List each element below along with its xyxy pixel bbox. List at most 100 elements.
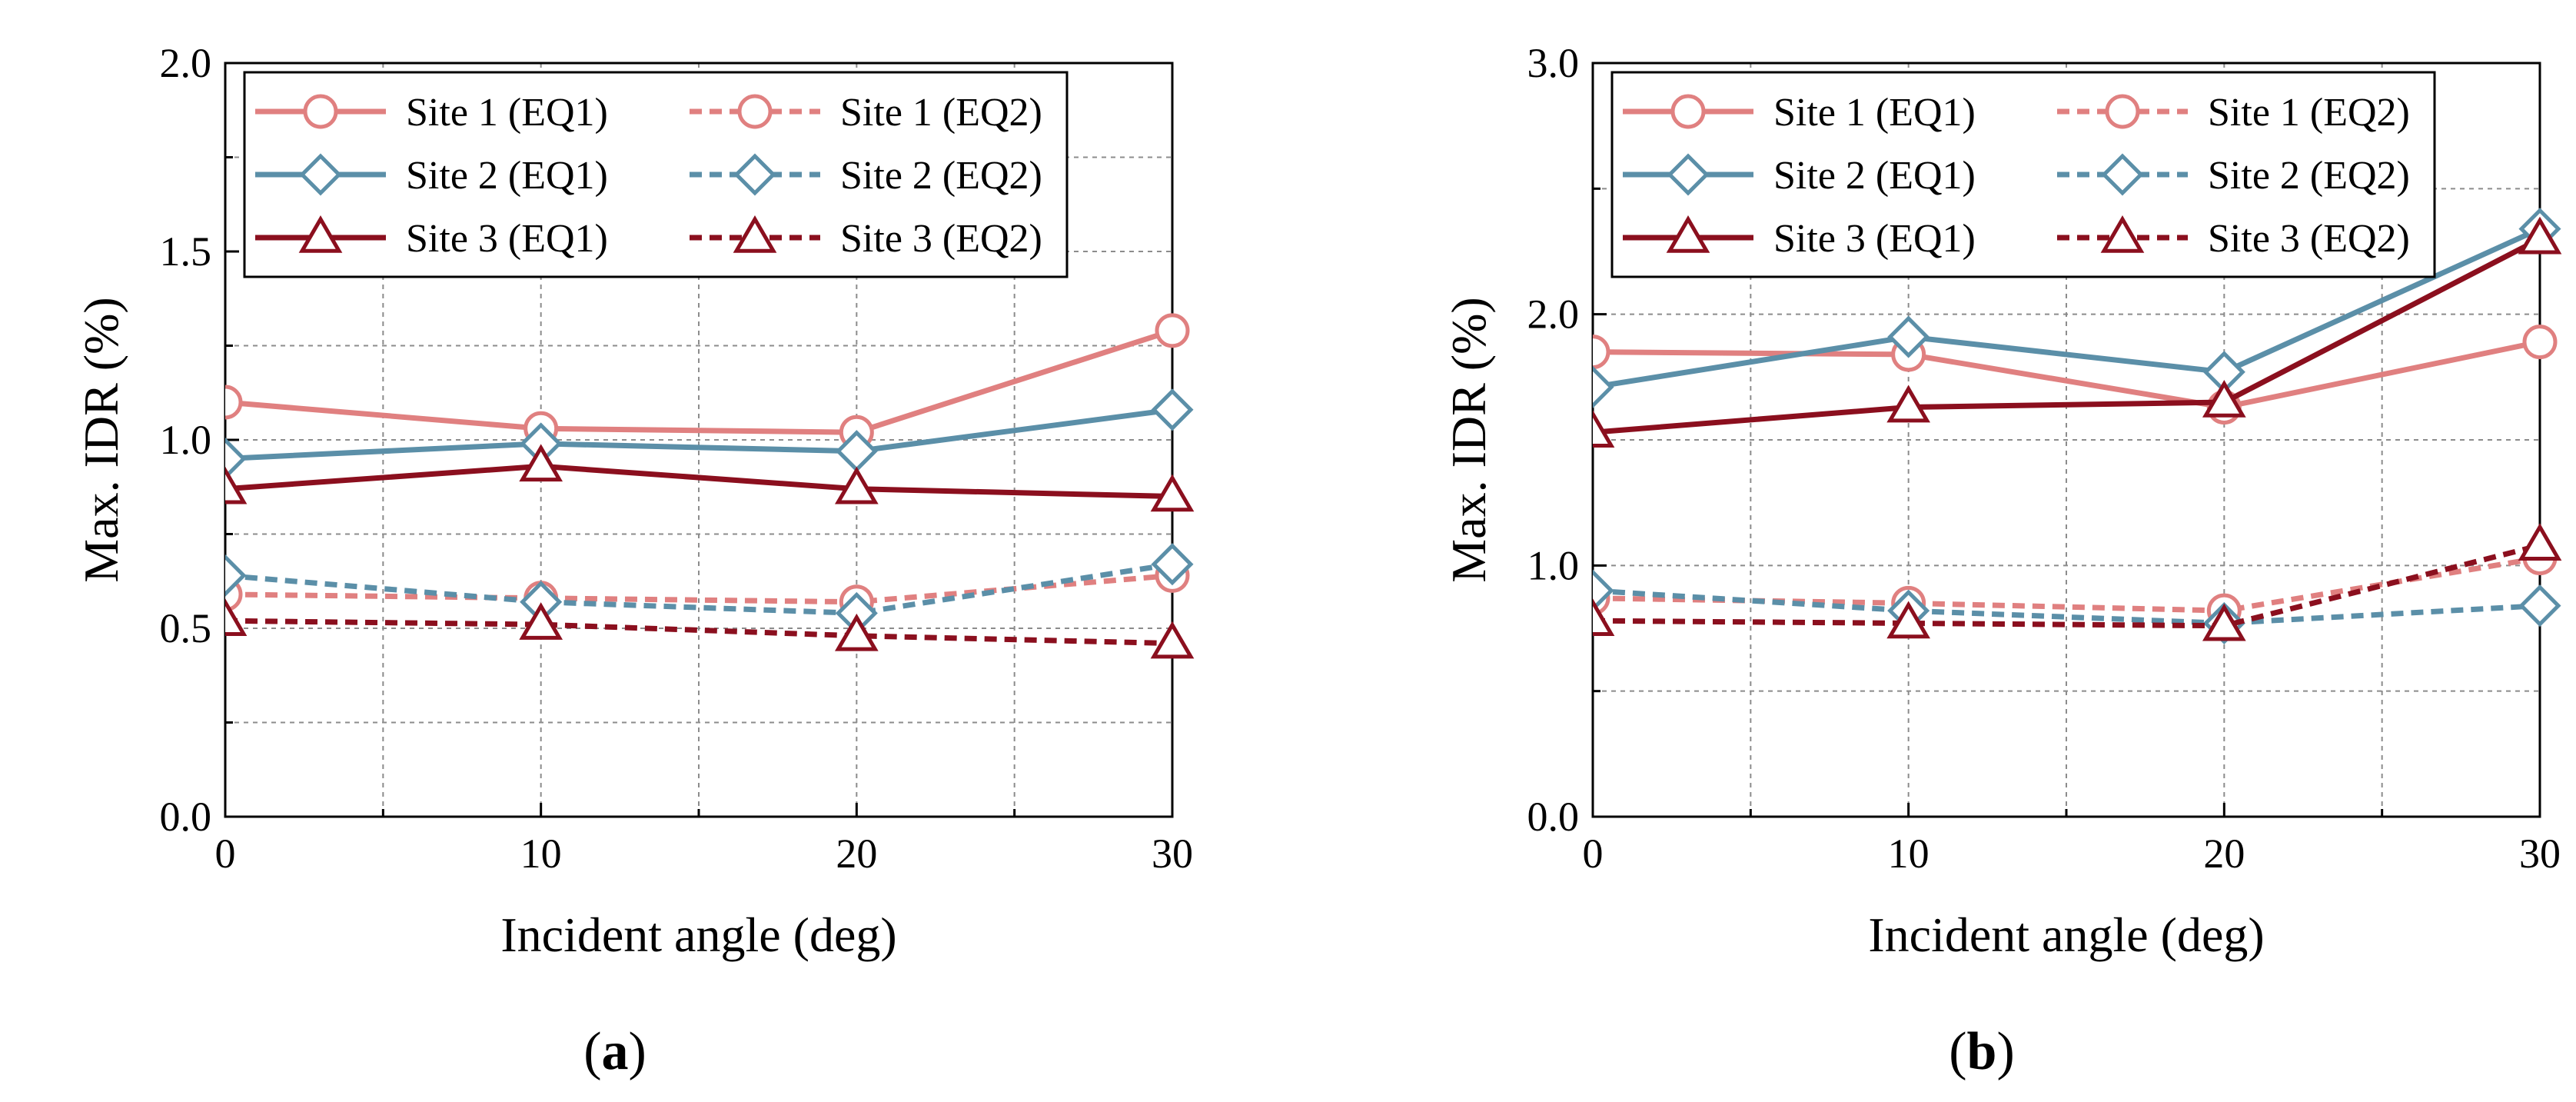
legend: Site 1 (EQ1) Site 1 (EQ2) Site 2 (EQ1) Site… bbox=[243, 71, 1069, 278]
legend-marker bbox=[737, 94, 773, 129]
x-tick-label: 0 bbox=[1583, 831, 1604, 877]
series-line bbox=[1593, 588, 2541, 626]
y-tick-label: 3.0 bbox=[1527, 40, 1580, 86]
legend-marker bbox=[1666, 215, 1710, 253]
y-tick-label: 2.0 bbox=[160, 40, 212, 86]
data-point bbox=[1593, 335, 1610, 370]
data-point bbox=[2202, 603, 2246, 641]
series-line bbox=[1593, 226, 2541, 390]
data-point bbox=[225, 385, 243, 420]
y-tick-label: 1.0 bbox=[1527, 542, 1580, 588]
chart-panel-a: 0 10 20 30 0.0 0.5 1.0 1.5 2.0 Incident angle (de… bbox=[74, 40, 1195, 1081]
data-point bbox=[1593, 365, 1614, 408]
legend-item: Site 1 (EQ2) bbox=[2057, 91, 2410, 135]
series-line bbox=[225, 463, 1173, 499]
series-line bbox=[225, 618, 1173, 647]
data-point bbox=[1150, 474, 1195, 512]
legend-item: Site 2 (EQ1) bbox=[255, 153, 608, 198]
data-point bbox=[2518, 523, 2562, 561]
x-tick-label: 20 bbox=[2203, 831, 2245, 877]
legend-label: Site 2 (EQ2) bbox=[2208, 154, 2410, 198]
data-point bbox=[2518, 216, 2562, 255]
legend-label: Site 1 (EQ2) bbox=[2208, 91, 2410, 135]
data-point bbox=[519, 602, 563, 640]
series-site3-eq1 bbox=[1593, 216, 2562, 448]
x-axis-title: Incident angle (deg) bbox=[500, 907, 896, 962]
series-site1-eq1 bbox=[225, 313, 1190, 450]
series-line bbox=[225, 407, 1173, 461]
legend-item: Site 2 (EQ2) bbox=[690, 153, 1042, 198]
data-point bbox=[1593, 598, 1615, 636]
data-point bbox=[1151, 388, 1194, 431]
series-site3-eq2 bbox=[1593, 523, 2562, 641]
series-site2-eq1 bbox=[225, 388, 1194, 481]
legend-label: Site 1 (EQ1) bbox=[406, 91, 608, 135]
data-point bbox=[1886, 601, 1931, 639]
legend-marker bbox=[299, 153, 342, 196]
series-group bbox=[225, 313, 1195, 659]
series-site3-eq2 bbox=[225, 598, 1195, 659]
y-tick-label: 1.0 bbox=[160, 417, 212, 463]
series-line bbox=[1593, 339, 2541, 411]
legend-label: Site 2 (EQ2) bbox=[840, 154, 1042, 198]
x-tick-label: 30 bbox=[2519, 831, 2561, 877]
legend-item: Site 3 (EQ2) bbox=[2057, 215, 2410, 261]
data-point bbox=[2522, 325, 2558, 360]
data-point bbox=[834, 613, 879, 651]
legend-label: Site 3 (EQ1) bbox=[1773, 217, 1976, 261]
y-tick-label: 0.5 bbox=[160, 605, 212, 651]
series-group bbox=[1593, 208, 2562, 645]
y-tick-label: 0.0 bbox=[1527, 794, 1580, 840]
legend-marker bbox=[298, 215, 343, 253]
legend-item: Site 2 (EQ1) bbox=[1623, 153, 1976, 198]
y-tick-label: 0.0 bbox=[160, 794, 212, 840]
legend-item: Site 3 (EQ1) bbox=[1623, 215, 1976, 261]
data-point bbox=[1155, 313, 1190, 348]
legend-label: Site 1 (EQ2) bbox=[840, 91, 1042, 135]
series-line bbox=[1593, 236, 2541, 435]
legend-item: Site 1 (EQ1) bbox=[255, 91, 608, 135]
x-tick-label: 10 bbox=[1888, 831, 1930, 877]
legend-marker bbox=[733, 215, 777, 253]
legend-item: Site 3 (EQ1) bbox=[255, 215, 608, 261]
legend-marker bbox=[2101, 153, 2144, 196]
data-point bbox=[1593, 410, 1615, 448]
x-tick-label: 30 bbox=[1152, 831, 1193, 877]
data-point bbox=[225, 466, 248, 504]
series-site2-eq1 bbox=[1593, 208, 2561, 408]
legend-marker bbox=[2105, 94, 2140, 129]
y-axis-title: Max. IDR (%) bbox=[1441, 297, 1496, 582]
y-axis-title: Max. IDR (%) bbox=[74, 297, 128, 582]
panel-label: (a) bbox=[583, 1022, 646, 1081]
data-point bbox=[225, 598, 248, 636]
series-site2-eq2 bbox=[225, 543, 1194, 634]
y-tick-label: 1.5 bbox=[160, 228, 212, 275]
legend-marker bbox=[733, 153, 776, 196]
series-line bbox=[1593, 555, 2541, 614]
data-point bbox=[2202, 380, 2246, 418]
chart-panel-b: 0 10 20 30 0.0 1.0 2.0 3.0 Incident angle (deg) M… bbox=[1441, 40, 2562, 1081]
legend-marker bbox=[303, 94, 338, 129]
data-point bbox=[834, 466, 879, 504]
legend-label: Site 3 (EQ2) bbox=[2208, 217, 2410, 261]
legend-label: Site 2 (EQ1) bbox=[1773, 154, 1976, 198]
x-tick-label: 10 bbox=[520, 831, 562, 877]
data-point bbox=[225, 437, 247, 481]
legend-marker bbox=[2100, 215, 2145, 253]
data-point bbox=[225, 554, 247, 597]
legend-item: Site 3 (EQ2) bbox=[690, 215, 1042, 261]
legend-item: Site 1 (EQ2) bbox=[690, 91, 1042, 135]
legend-marker bbox=[1667, 153, 1710, 196]
legend-label: Site 3 (EQ2) bbox=[840, 217, 1042, 261]
series-line bbox=[225, 572, 1173, 605]
x-axis-title: Incident angle (deg) bbox=[1868, 907, 2264, 962]
x-tick-label: 0 bbox=[215, 831, 236, 877]
series-site3-eq1 bbox=[225, 444, 1195, 512]
panel-label: (b) bbox=[1949, 1022, 2015, 1081]
data-point bbox=[1593, 569, 1614, 612]
legend-label: Site 3 (EQ1) bbox=[406, 217, 608, 261]
data-point bbox=[1151, 543, 1194, 586]
x-tick-label: 20 bbox=[836, 831, 877, 877]
legend-item: Site 1 (EQ1) bbox=[1623, 91, 1976, 135]
